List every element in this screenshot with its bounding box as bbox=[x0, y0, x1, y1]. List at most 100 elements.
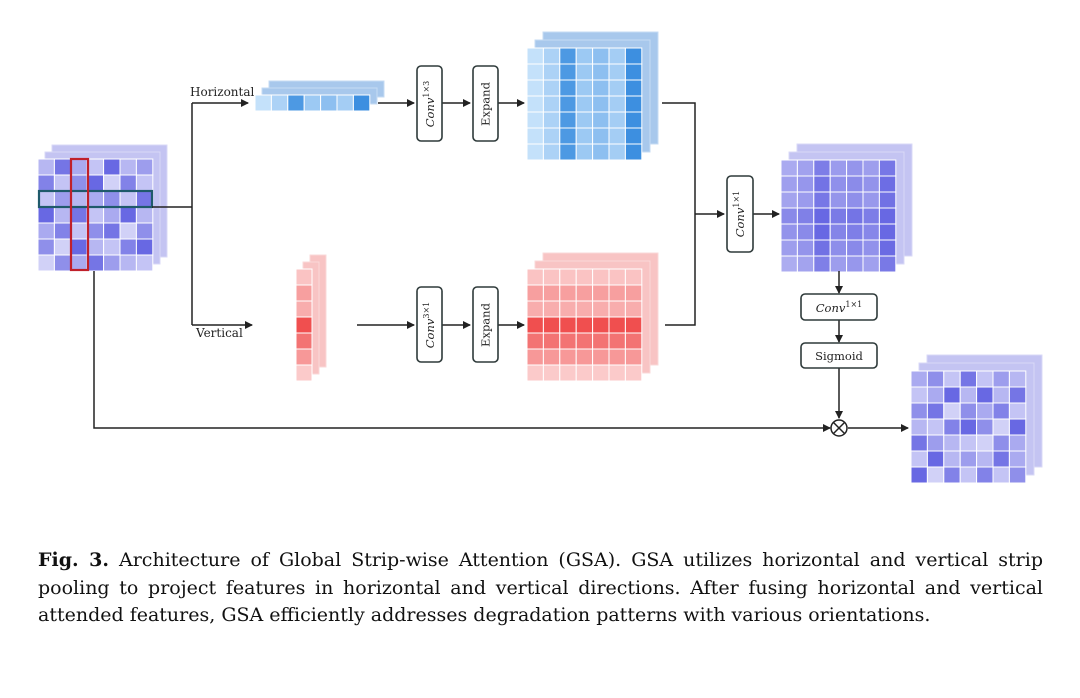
grid-cell bbox=[813, 239, 831, 257]
grid-cell bbox=[878, 255, 897, 273]
svg-text:Conv3×1: Conv3×1 bbox=[422, 302, 437, 349]
grid-cell bbox=[976, 418, 994, 436]
grid-cell bbox=[624, 268, 643, 286]
grid-cell bbox=[796, 223, 815, 241]
grid-cell bbox=[592, 79, 610, 97]
grid-cell bbox=[780, 255, 798, 273]
grid-cell bbox=[1008, 466, 1027, 484]
grid-cell bbox=[624, 95, 643, 113]
grid-cell bbox=[624, 300, 643, 318]
grid-cell bbox=[878, 239, 897, 257]
grid-cell bbox=[53, 206, 72, 224]
grid-cell bbox=[910, 434, 928, 452]
horizontal-expanded-map bbox=[526, 31, 659, 161]
grid-cell bbox=[119, 158, 137, 176]
sigmoid-label: Sigmoid bbox=[815, 349, 863, 363]
grid-cell bbox=[959, 386, 978, 404]
grid-cell bbox=[526, 127, 544, 145]
grid-cell bbox=[37, 222, 55, 240]
grid-cell bbox=[780, 175, 798, 193]
grid-cell bbox=[862, 191, 880, 209]
grid-cell bbox=[943, 450, 961, 468]
conv-3x1-label: Conv bbox=[423, 318, 437, 348]
grid-cell bbox=[608, 316, 626, 334]
grid-cell bbox=[624, 348, 643, 366]
grid-cell bbox=[103, 222, 121, 240]
grid-cell bbox=[575, 332, 594, 350]
grid-cell bbox=[959, 418, 978, 436]
grid-cell bbox=[559, 364, 577, 382]
grid-cell bbox=[119, 190, 137, 208]
grid-cell bbox=[119, 174, 137, 192]
grid-cell bbox=[592, 268, 610, 286]
grid-cell bbox=[943, 466, 961, 484]
grid-cell bbox=[295, 364, 313, 382]
conv-3x1-block: Conv3×1 bbox=[416, 286, 443, 363]
grid-cell bbox=[542, 300, 561, 318]
grid-cell bbox=[592, 47, 610, 65]
grid-cell bbox=[624, 364, 643, 382]
grid-cell bbox=[926, 418, 945, 436]
input-feature-map bbox=[37, 144, 168, 272]
grid-cell bbox=[575, 348, 594, 366]
grid-cell bbox=[780, 223, 798, 241]
grid-cell bbox=[295, 268, 313, 286]
grid-cell bbox=[526, 316, 544, 334]
grid-cell bbox=[910, 418, 928, 436]
conv-1x1-fuse-label: Conv bbox=[733, 207, 747, 237]
grid-cell bbox=[135, 158, 154, 176]
grid-cell bbox=[103, 158, 121, 176]
grid-cell bbox=[592, 364, 610, 382]
grid-cell bbox=[542, 348, 561, 366]
grid-cell bbox=[624, 63, 643, 81]
grid-cell bbox=[813, 207, 831, 225]
grid-cell bbox=[542, 316, 561, 334]
grid-cell bbox=[910, 402, 928, 420]
grid-cell bbox=[992, 450, 1010, 468]
grid-cell bbox=[608, 284, 626, 302]
output-feature-map bbox=[910, 354, 1043, 484]
grid-cell bbox=[559, 63, 577, 81]
grid-cell bbox=[135, 190, 154, 208]
grid-cell bbox=[796, 191, 815, 209]
grid-cell bbox=[575, 316, 594, 334]
grid-cell bbox=[542, 143, 561, 161]
grid-cell bbox=[70, 174, 88, 192]
grid-cell bbox=[813, 159, 831, 177]
grid-cell bbox=[829, 191, 848, 209]
grid-cell bbox=[86, 206, 105, 224]
grid-cell bbox=[592, 111, 610, 129]
grid-cell bbox=[608, 63, 626, 81]
grid-cell bbox=[592, 127, 610, 145]
grid-cell bbox=[926, 370, 945, 388]
grid-cell bbox=[992, 386, 1010, 404]
grid-cell bbox=[976, 434, 994, 452]
grid-cell bbox=[624, 143, 643, 161]
grid-cell bbox=[976, 386, 994, 404]
grid-cell bbox=[295, 332, 313, 350]
horizontal-label: Horizontal bbox=[190, 85, 255, 99]
grid-cell bbox=[559, 316, 577, 334]
grid-cell bbox=[526, 79, 544, 97]
grid-cell bbox=[53, 254, 72, 272]
grid-cell bbox=[37, 254, 55, 272]
grid-cell bbox=[796, 175, 815, 193]
horizontal-strip-highlight bbox=[37, 189, 154, 209]
expand-vertical-block: Expand bbox=[472, 286, 499, 363]
grid-cell bbox=[303, 94, 322, 112]
grid-cell bbox=[575, 111, 594, 129]
grid-cell bbox=[559, 284, 577, 302]
grid-cell bbox=[135, 222, 154, 240]
grid-cell bbox=[559, 127, 577, 145]
grid-cell bbox=[352, 94, 371, 112]
grid-cell bbox=[526, 111, 544, 129]
grid-cell bbox=[862, 255, 880, 273]
grid-cell bbox=[796, 159, 815, 177]
vertical-expanded-map bbox=[526, 252, 659, 382]
grid-cell bbox=[37, 190, 55, 208]
grid-cell bbox=[846, 239, 864, 257]
grid-cell bbox=[542, 127, 561, 145]
grid-cell bbox=[86, 222, 105, 240]
grid-cell bbox=[926, 386, 945, 404]
grid-cell bbox=[295, 348, 313, 366]
